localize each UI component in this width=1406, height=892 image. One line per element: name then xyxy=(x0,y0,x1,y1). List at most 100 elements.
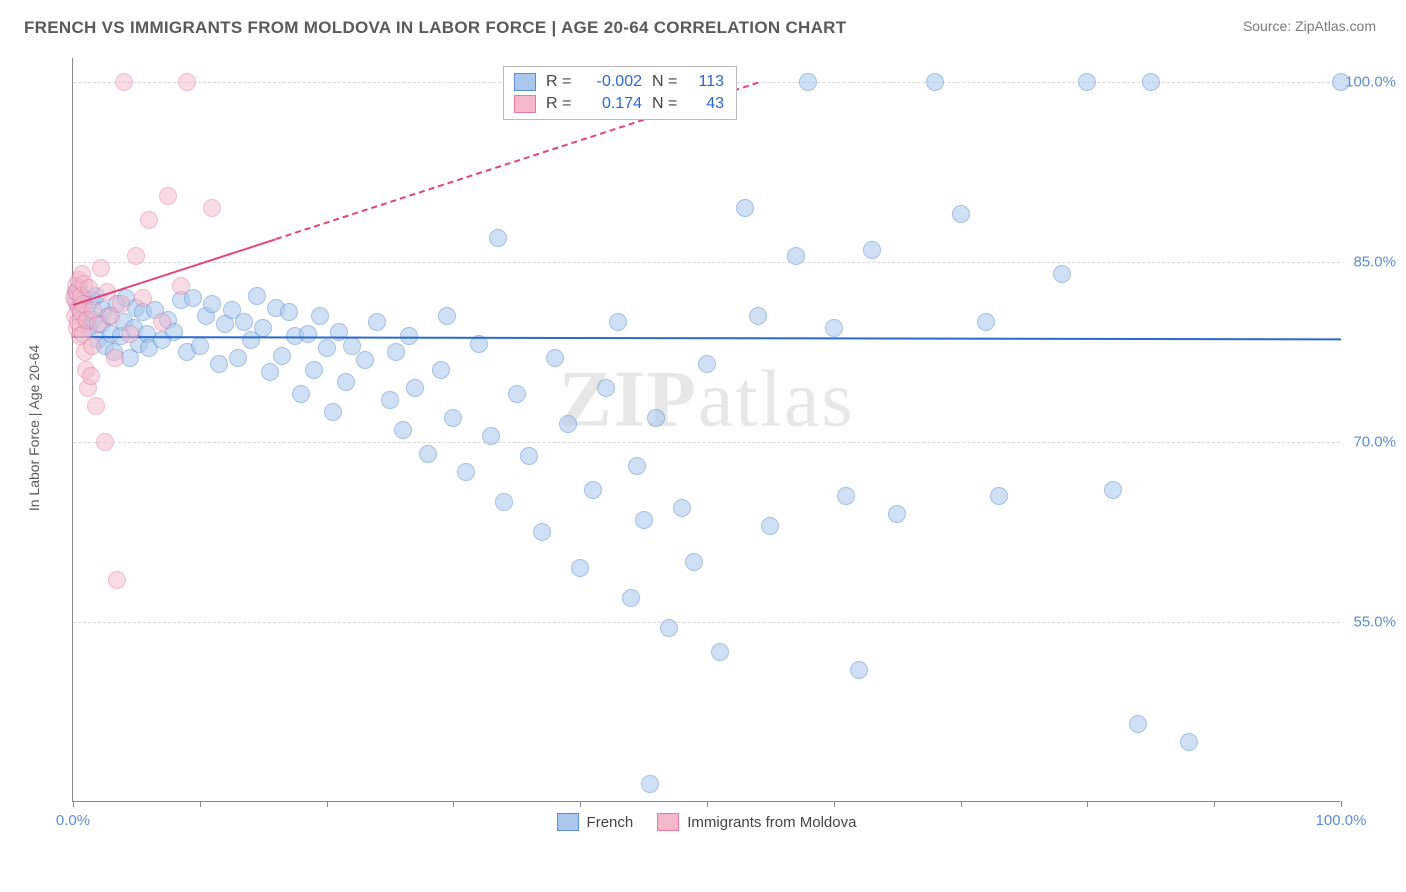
data-point xyxy=(673,499,691,517)
data-point xyxy=(698,355,716,373)
gridline xyxy=(73,262,1340,263)
data-point xyxy=(1129,715,1147,733)
data-point xyxy=(444,409,462,427)
data-point xyxy=(609,313,627,331)
watermark-bold: ZIP xyxy=(559,355,698,443)
data-point xyxy=(1104,481,1122,499)
legend-swatch xyxy=(514,73,536,91)
stat-r-label: R = xyxy=(546,95,572,113)
x-tick xyxy=(834,801,835,807)
data-point xyxy=(273,347,291,365)
data-point xyxy=(178,73,196,91)
data-point xyxy=(837,487,855,505)
data-point xyxy=(622,589,640,607)
data-point xyxy=(641,775,659,793)
y-tick-label: 70.0% xyxy=(1353,434,1396,451)
data-point xyxy=(159,187,177,205)
data-point xyxy=(647,409,665,427)
data-point xyxy=(457,463,475,481)
data-point xyxy=(96,433,114,451)
data-point xyxy=(952,205,970,223)
data-point xyxy=(127,247,145,265)
x-tick xyxy=(327,801,328,807)
data-point xyxy=(508,385,526,403)
legend-series: French Immigrants from Moldova xyxy=(557,813,857,831)
trend-line xyxy=(73,336,1341,340)
data-point xyxy=(80,279,98,297)
legend-swatch xyxy=(514,95,536,113)
data-point xyxy=(191,337,209,355)
gridline xyxy=(73,622,1340,623)
data-point xyxy=(597,379,615,397)
chart-title: FRENCH VS IMMIGRANTS FROM MOLDOVA IN LAB… xyxy=(24,18,846,38)
chart-container: In Labor Force | Age 20-64 ZIPatlas 55.0… xyxy=(24,52,1382,844)
data-point xyxy=(1142,73,1160,91)
data-point xyxy=(584,481,602,499)
data-point xyxy=(140,211,158,229)
data-point xyxy=(394,421,412,439)
data-point xyxy=(280,303,298,321)
data-point xyxy=(977,313,995,331)
data-point xyxy=(115,73,133,91)
data-point xyxy=(381,391,399,409)
data-point xyxy=(106,349,124,367)
data-point xyxy=(749,307,767,325)
data-point xyxy=(825,319,843,337)
legend-stats: R =-0.002N =113R =0.174N =43 xyxy=(503,66,737,120)
data-point xyxy=(121,325,139,343)
data-point xyxy=(888,505,906,523)
data-point xyxy=(850,661,868,679)
data-point xyxy=(761,517,779,535)
data-point xyxy=(368,313,386,331)
stat-n-label: N = xyxy=(652,73,678,91)
data-point xyxy=(628,457,646,475)
data-point xyxy=(235,313,253,331)
data-point xyxy=(660,619,678,637)
stat-n-label: N = xyxy=(652,95,678,113)
gridline xyxy=(73,442,1340,443)
data-point xyxy=(112,295,130,313)
data-point xyxy=(87,397,105,415)
data-point xyxy=(685,553,703,571)
data-point xyxy=(787,247,805,265)
data-point xyxy=(311,307,329,325)
data-point xyxy=(799,73,817,91)
stat-n-value: 43 xyxy=(688,95,724,113)
data-point xyxy=(324,403,342,421)
legend-item: French xyxy=(557,813,634,831)
data-point xyxy=(482,427,500,445)
data-point xyxy=(153,313,171,331)
data-point xyxy=(210,355,228,373)
legend-item: Immigrants from Moldova xyxy=(657,813,856,831)
y-tick-label: 100.0% xyxy=(1345,74,1396,91)
data-point xyxy=(387,343,405,361)
data-point xyxy=(134,289,152,307)
data-point xyxy=(82,367,100,385)
data-point xyxy=(406,379,424,397)
data-point xyxy=(108,571,126,589)
x-tick xyxy=(707,801,708,807)
stat-r-value: 0.174 xyxy=(582,95,642,113)
legend-stats-row: R = 0.174 N = 43 xyxy=(514,95,724,113)
data-point xyxy=(571,559,589,577)
x-tick xyxy=(200,801,201,807)
source-label: Source: ZipAtlas.com xyxy=(1243,18,1376,34)
data-point xyxy=(533,523,551,541)
data-point xyxy=(83,337,101,355)
data-point xyxy=(926,73,944,91)
x-tick xyxy=(1341,801,1342,807)
data-point xyxy=(635,511,653,529)
plot-area: ZIPatlas 55.0%70.0%85.0%100.0%0.0%100.0%… xyxy=(72,58,1340,802)
data-point xyxy=(248,287,266,305)
watermark-light: atlas xyxy=(698,355,855,443)
data-point xyxy=(1332,73,1350,91)
data-point xyxy=(711,643,729,661)
data-point xyxy=(299,325,317,343)
data-point xyxy=(432,361,450,379)
data-point xyxy=(489,229,507,247)
stat-r-label: R = xyxy=(546,73,572,91)
data-point xyxy=(736,199,754,217)
data-point xyxy=(495,493,513,511)
data-point xyxy=(1180,733,1198,751)
data-point xyxy=(990,487,1008,505)
